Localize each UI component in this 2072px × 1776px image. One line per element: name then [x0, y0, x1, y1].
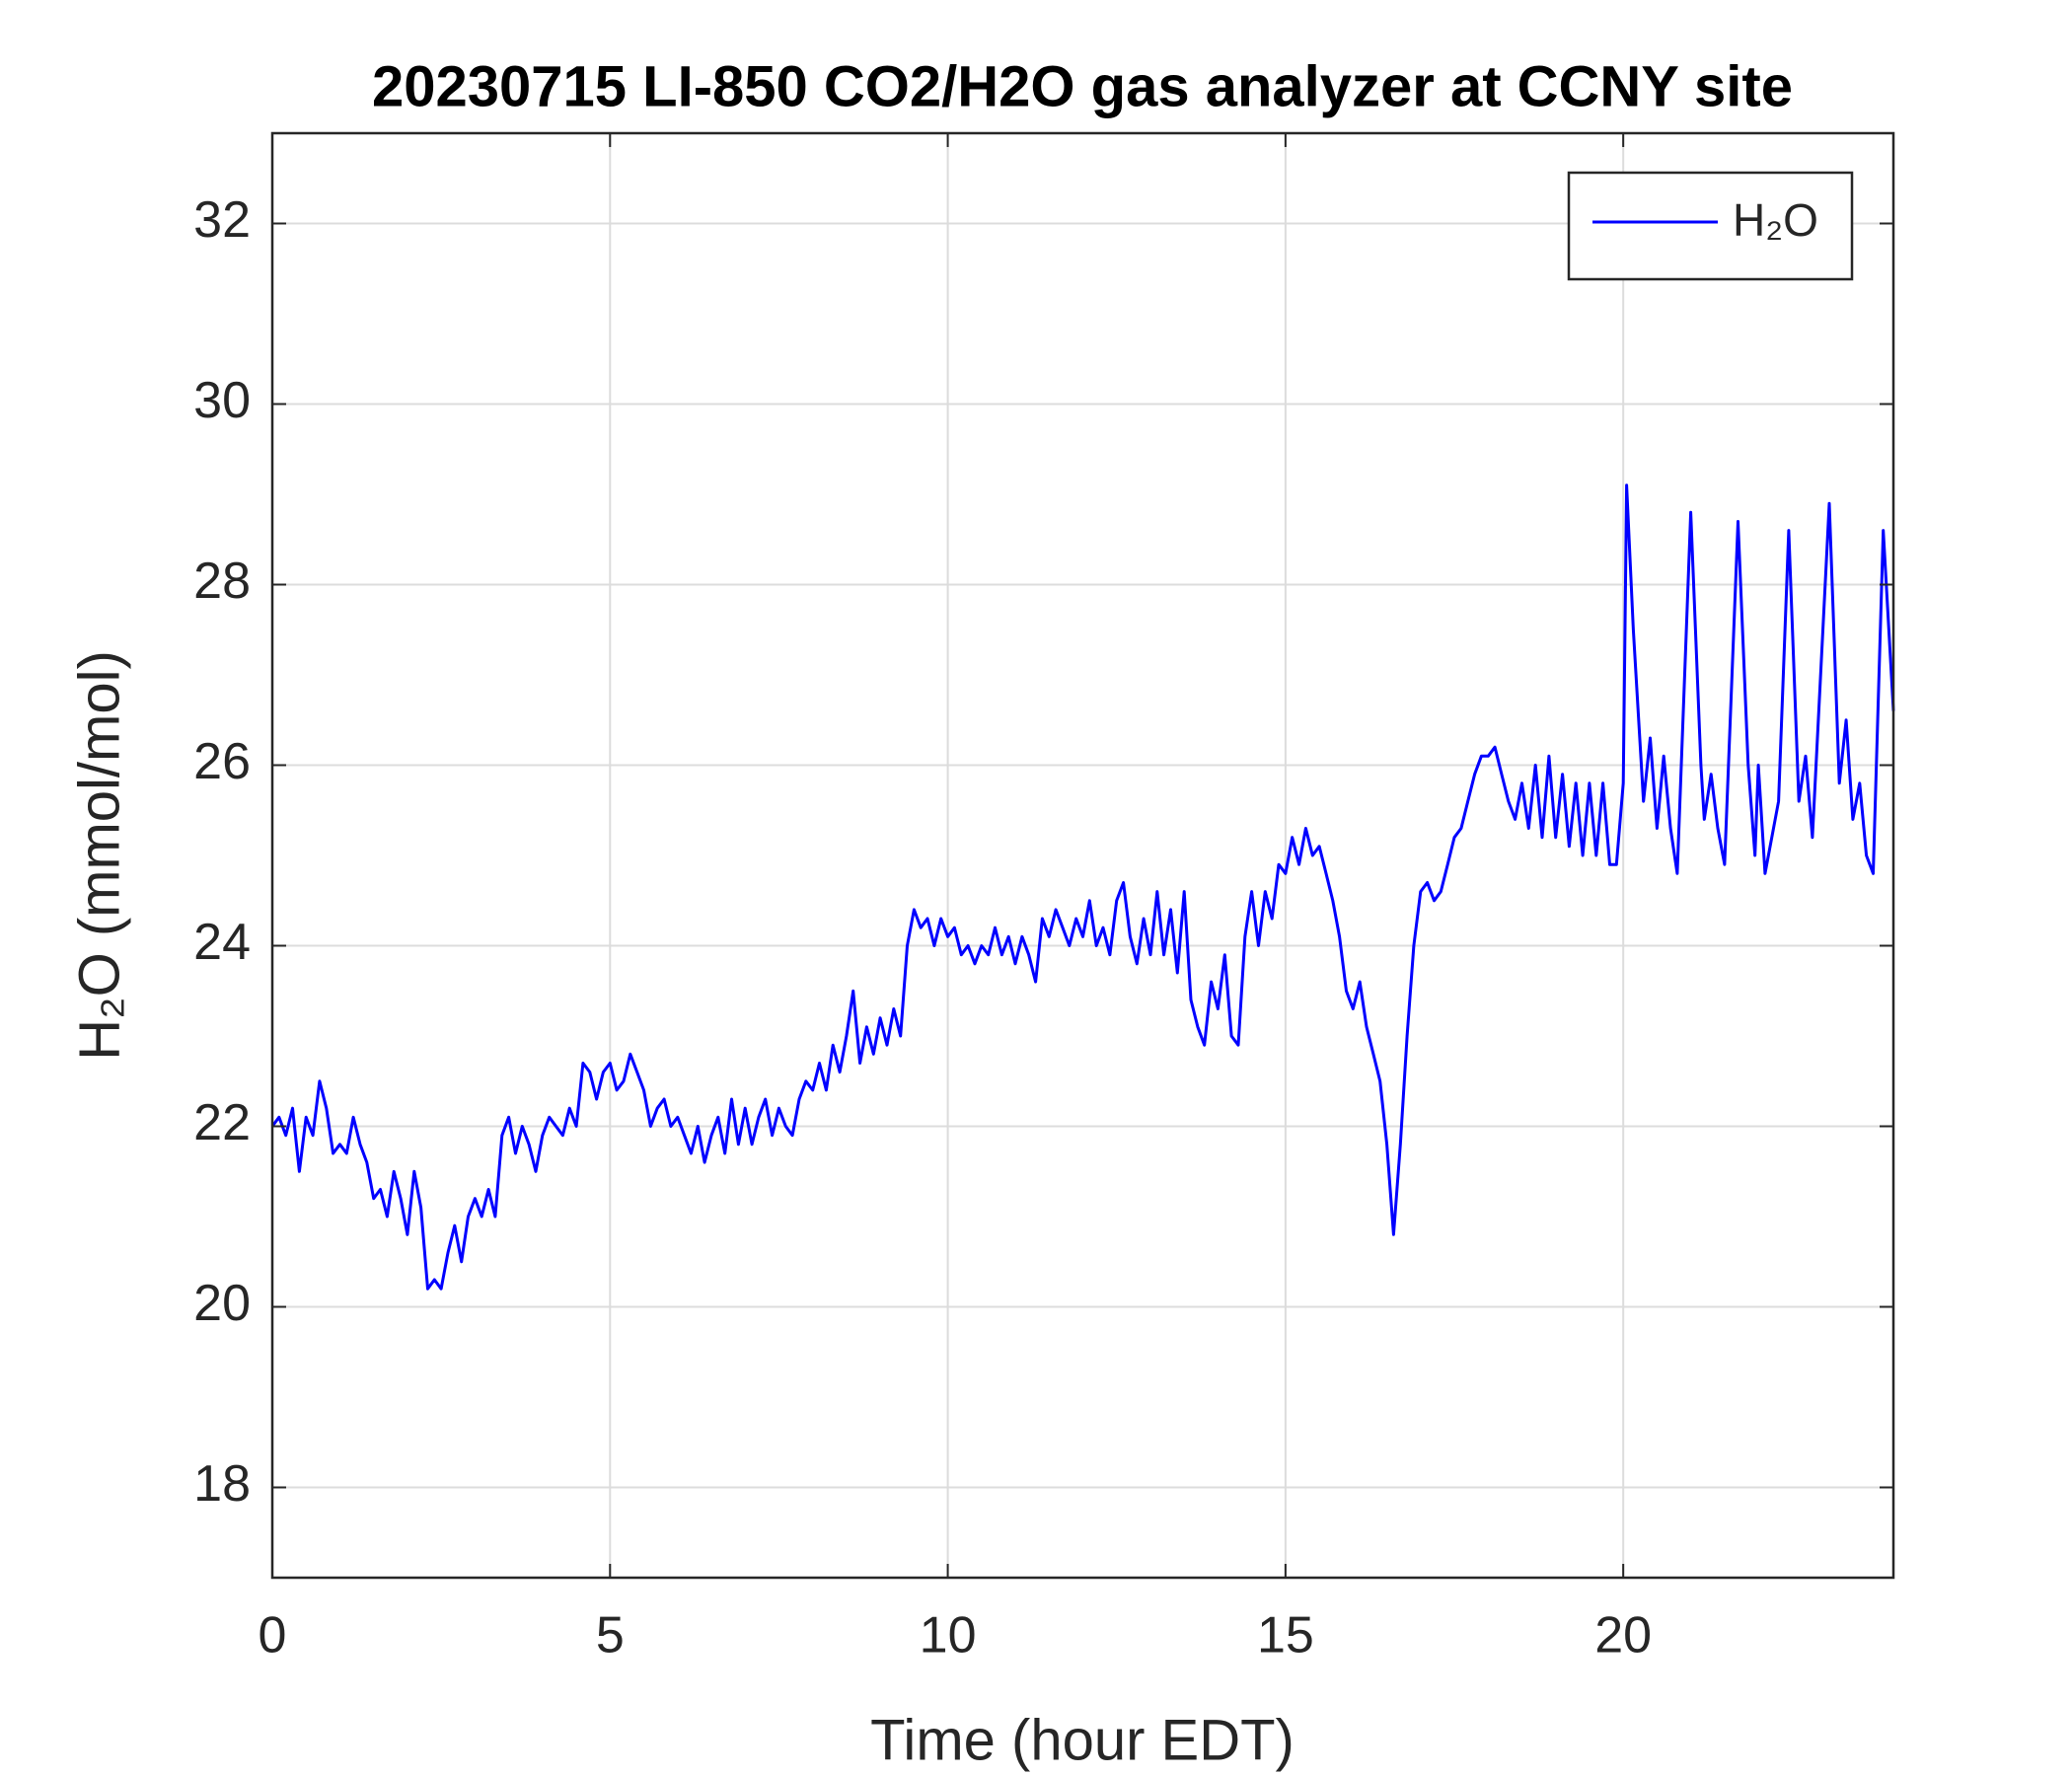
legend-box	[1567, 171, 1854, 281]
y-tick-label: 22	[193, 1094, 251, 1151]
y-tick-label: 24	[193, 914, 251, 971]
legend-label: H₂O	[1733, 194, 1818, 246]
axes-frame	[270, 131, 1895, 1580]
x-tick-label: 10	[920, 1607, 977, 1665]
x-axis-label: Time (hour EDT)	[870, 1708, 1295, 1772]
x-tick-label: 20	[1594, 1607, 1652, 1665]
y-tick-label: 30	[193, 372, 251, 429]
y-axis-label: H₂O (mmol/mol)	[67, 650, 131, 1061]
plot-area	[270, 483, 1895, 1291]
y-tick-label: 18	[193, 1455, 251, 1513]
y-tick-label: 32	[193, 191, 251, 249]
axes: 0 5 10 15 20 18 20 22 24 26 28 30 32	[193, 131, 1895, 1665]
y-tick-label: 20	[193, 1275, 251, 1332]
x-tick-label: 5	[596, 1607, 625, 1665]
data-line	[270, 483, 1895, 1291]
legend: H₂O	[1567, 171, 1854, 281]
y-tick-label: 26	[193, 733, 251, 790]
chart-title: 20230715 LI-850 CO2/H2O gas analyzer at …	[372, 54, 1793, 118]
y-tick-label: 28	[193, 553, 251, 610]
x-tick-label: 0	[259, 1607, 287, 1665]
x-tick-label: 15	[1257, 1607, 1314, 1665]
